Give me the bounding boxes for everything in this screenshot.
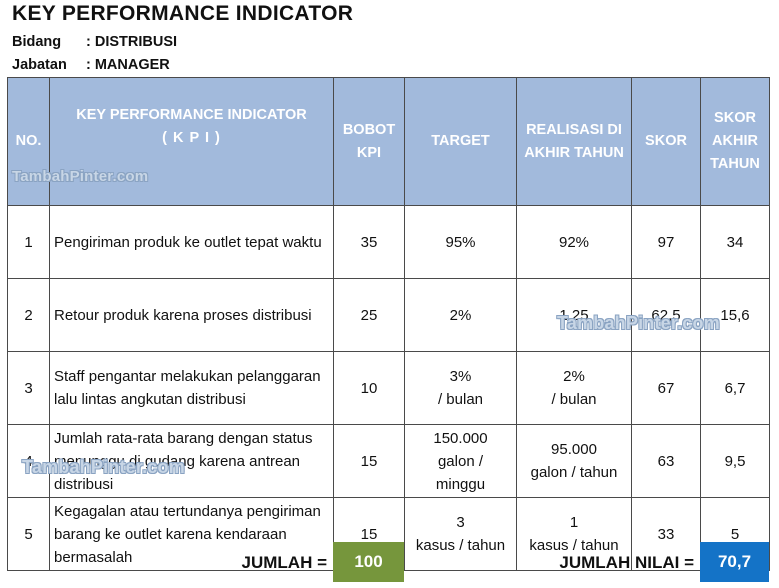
header-kpi-abbr: ( K P I )	[162, 130, 221, 146]
header-kpi: KEY PERFORMANCE INDICATOR ( K P I )	[49, 77, 334, 206]
bidang-line: Bidang : DISTRIBUSI	[12, 34, 177, 50]
table-row: 3 Staff pengantar melakukan pelanggaran …	[7, 351, 770, 425]
row-bobot: 10	[333, 351, 405, 425]
row-skor: 67	[631, 351, 701, 425]
row-skor: 63	[631, 424, 701, 498]
row-realisasi: 2% / bulan	[516, 351, 632, 425]
row-realisasi: 1,25	[516, 278, 632, 352]
row-target: 2%	[404, 278, 517, 352]
row-no: 4	[7, 424, 50, 498]
row-realisasi: 95.000 galon / tahun	[516, 424, 632, 498]
jumlah-label: JUMLAH =	[241, 553, 327, 572]
row-kpi: Staff pengantar melakukan pelanggaran la…	[49, 351, 334, 425]
table-row: 2 Retour produk karena proses distribusi…	[7, 278, 770, 352]
jumlah-nilai-label: JUMLAH NILAI =	[559, 553, 694, 572]
header-row: NO. KEY PERFORMANCE INDICATOR ( K P I ) …	[7, 77, 770, 206]
row-no: 5	[7, 497, 50, 571]
row-bobot: 25	[333, 278, 405, 352]
row-skor-akhir: 6,7	[700, 351, 770, 425]
jabatan-label: Jabatan	[12, 57, 67, 73]
jumlah-nilai-value: 70,7	[700, 542, 769, 582]
kpi-table: NO. KEY PERFORMANCE INDICATOR ( K P I ) …	[7, 77, 770, 571]
header-skor-akhir: SKOR AKHIR TAHUN	[700, 77, 770, 206]
row-kpi: Retour produk karena proses distribusi	[49, 278, 334, 352]
row-target: 3% / bulan	[404, 351, 517, 425]
row-kpi: Pengiriman produk ke outlet tepat waktu	[49, 205, 334, 279]
row-realisasi: 92%	[516, 205, 632, 279]
row-kpi: Jumlah rata-rata barang dengan status me…	[49, 424, 334, 498]
bidang-value: : DISTRIBUSI	[86, 34, 178, 50]
row-target: 95%	[404, 205, 517, 279]
row-skor-akhir: 15,6	[700, 278, 770, 352]
row-bobot: 15	[333, 424, 405, 498]
row-no: 2	[7, 278, 50, 352]
row-no: 3	[7, 351, 50, 425]
header-realisasi: REALISASI DI AKHIR TAHUN	[516, 77, 632, 206]
header-kpi-title: KEY PERFORMANCE INDICATOR	[76, 107, 307, 123]
bidang-label: Bidang	[12, 34, 62, 50]
header-bobot: BOBOT KPI	[333, 77, 405, 206]
table-row: 4 Jumlah rata-rata barang dengan status …	[7, 424, 770, 498]
row-skor: 33	[631, 497, 701, 571]
header-skor: SKOR	[631, 77, 701, 206]
table-row: 1 Pengiriman produk ke outlet tepat wakt…	[7, 205, 770, 279]
jumlah-value: 100	[333, 542, 404, 582]
jabatan-value: : MANAGER	[86, 57, 170, 73]
header-target: TARGET	[404, 77, 517, 206]
row-target: 150.000 galon / minggu	[404, 424, 517, 498]
row-skor-akhir: 34	[700, 205, 770, 279]
row-no: 1	[7, 205, 50, 279]
row-skor: 62,5	[631, 278, 701, 352]
row-target: 3 kasus / tahun	[404, 497, 517, 571]
page-title: KEY PERFORMANCE INDICATOR	[12, 2, 354, 25]
row-bobot: 35	[333, 205, 405, 279]
row-skor-akhir: 9,5	[700, 424, 770, 498]
jabatan-line: Jabatan : MANAGER	[12, 57, 170, 73]
header-no: NO.	[7, 77, 50, 206]
row-skor: 97	[631, 205, 701, 279]
